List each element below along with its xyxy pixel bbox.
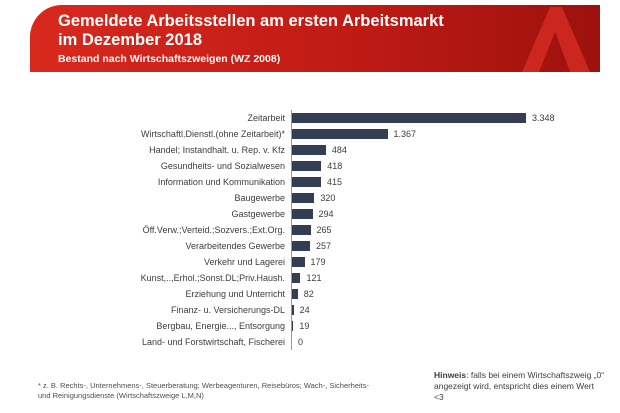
bar-chart: Zeitarbeit 3.348 Wirtschaftl.Dienstl.(ohne… — [38, 110, 592, 350]
chart-row: Finanz- u. Versicherungs-DL 24 — [38, 302, 592, 318]
value-label: 82 — [303, 289, 314, 299]
header-banner: Gemeldete Arbeitsstellen am ersten Arbei… — [30, 5, 600, 72]
bar — [292, 161, 322, 171]
bar-area: 484 — [291, 142, 592, 158]
bar-area: 82 — [291, 286, 592, 302]
value-label: 24 — [299, 305, 310, 315]
page-title-line2: im Dezember 2018 — [58, 31, 202, 49]
bar — [292, 289, 298, 299]
bar — [292, 273, 301, 283]
chart-row: Handel; Instandhalt. u. Rep. v. Kfz 484 — [38, 142, 592, 158]
chart-row: Gastgewerbe 294 — [38, 206, 592, 222]
bundesagentur-fuer-arbeit-logo-icon — [522, 7, 590, 72]
hint-label: Hinweis — [434, 370, 467, 380]
bar-area: 257 — [291, 238, 592, 254]
hint-note: Hinweis: falls bei einem Wirtschaftszwei… — [434, 370, 606, 403]
bar-area: 19 — [291, 318, 592, 334]
bar-area: 24 — [291, 302, 592, 318]
category-label: Öff.Verw.;Verteid.;Sozvers.;Ext.Org. — [142, 225, 285, 235]
bar-area: 0 — [291, 334, 592, 350]
value-label: 265 — [316, 225, 332, 235]
category-label: Bergbau, Energie..., Entsorgung — [156, 321, 285, 331]
value-label: 484 — [331, 145, 347, 155]
bar-area: 418 — [291, 158, 592, 174]
chart-row: Gesundheits- und Sozialwesen 418 — [38, 158, 592, 174]
value-label: 3.348 — [532, 113, 555, 123]
category-label: Gesundheits- und Sozialwesen — [160, 161, 285, 171]
category-label: Land- und Forstwirtschaft, Fischerei — [141, 337, 285, 347]
bar — [292, 257, 305, 267]
header-text-block: Gemeldete Arbeitsstellen am ersten Arbei… — [30, 5, 600, 65]
chart-row: Öff.Verw.;Verteid.;Sozvers.;Ext.Org. 265 — [38, 222, 592, 238]
bar-area: 3.348 — [291, 110, 592, 126]
value-label: 179 — [310, 257, 326, 267]
bar-area: 320 — [291, 190, 592, 206]
bar — [292, 225, 311, 235]
page-subtitle: Bestand nach Wirtschaftszweigen (WZ 2008… — [58, 53, 281, 65]
hint-text: : falls bei einem Wirtschaftszweig „0“ a… — [434, 370, 605, 403]
value-label: 0 — [298, 337, 304, 347]
bar-area: 415 — [291, 174, 592, 190]
bar — [292, 209, 313, 219]
category-label: Zeitarbeit — [247, 113, 285, 123]
category-label: Handel; Instandhalt. u. Rep. v. Kfz — [149, 145, 285, 155]
bar — [292, 145, 326, 155]
bar-area: 294 — [291, 206, 592, 222]
bar — [292, 129, 388, 139]
bar — [292, 321, 294, 331]
value-label: 19 — [299, 321, 310, 331]
bar — [292, 177, 321, 187]
category-label: Kunst,..,Erhol.;Sonst.DL;Priv.Haush. — [140, 273, 285, 283]
bar — [292, 193, 315, 203]
chart-row: Zeitarbeit 3.348 — [38, 110, 592, 126]
page-title-line1: Gemeldete Arbeitsstellen am ersten Arbei… — [58, 12, 444, 30]
category-label: Gastgewerbe — [231, 209, 285, 219]
value-label: 418 — [327, 161, 343, 171]
chart-row: Kunst,..,Erhol.;Sonst.DL;Priv.Haush. 121 — [38, 270, 592, 286]
chart-row: Land- und Forstwirtschaft, Fischerei 0 — [38, 334, 592, 350]
bar-area: 1.367 — [291, 126, 592, 142]
bar — [292, 113, 526, 123]
bar-area: 179 — [291, 254, 592, 270]
chart-row: Wirtschaftl.Dienstl.(ohne Zeitarbeit)* 1.… — [38, 126, 592, 142]
chart-row: Verkehr und Lagerei 179 — [38, 254, 592, 270]
value-label: 121 — [306, 273, 322, 283]
category-label: Information und Kommunikation — [157, 177, 285, 187]
chart-row: Information und Kommunikation 415 — [38, 174, 592, 190]
category-label: Finanz- u. Versicherungs-DL — [170, 305, 285, 315]
value-label: 257 — [315, 241, 331, 251]
category-label: Wirtschaftl.Dienstl.(ohne Zeitarbeit)* — [140, 129, 285, 139]
chart-row: Verarbeitendes Gewerbe 257 — [38, 238, 592, 254]
category-label: Verarbeitendes Gewerbe — [185, 241, 285, 251]
bar-area: 121 — [291, 270, 592, 286]
bar — [292, 305, 294, 315]
footnote: * z. B. Rechts-, Unternehmens-, Steuerbe… — [38, 381, 369, 400]
value-label: 294 — [318, 209, 334, 219]
category-label: Baugewerbe — [234, 193, 285, 203]
category-label: Verkehr und Lagerei — [203, 257, 285, 267]
bar-area: 265 — [291, 222, 592, 238]
category-label: Erziehung und Unterricht — [185, 289, 285, 299]
chart-row: Baugewerbe 320 — [38, 190, 592, 206]
chart-row: Bergbau, Energie..., Entsorgung 19 — [38, 318, 592, 334]
bar — [292, 241, 310, 251]
page-title: Gemeldete Arbeitsstellen am ersten Arbei… — [58, 12, 600, 50]
value-label: 415 — [327, 177, 343, 187]
value-label: 1.367 — [393, 129, 417, 139]
value-label: 320 — [320, 193, 336, 203]
chart-row: Erziehung und Unterricht 82 — [38, 286, 592, 302]
